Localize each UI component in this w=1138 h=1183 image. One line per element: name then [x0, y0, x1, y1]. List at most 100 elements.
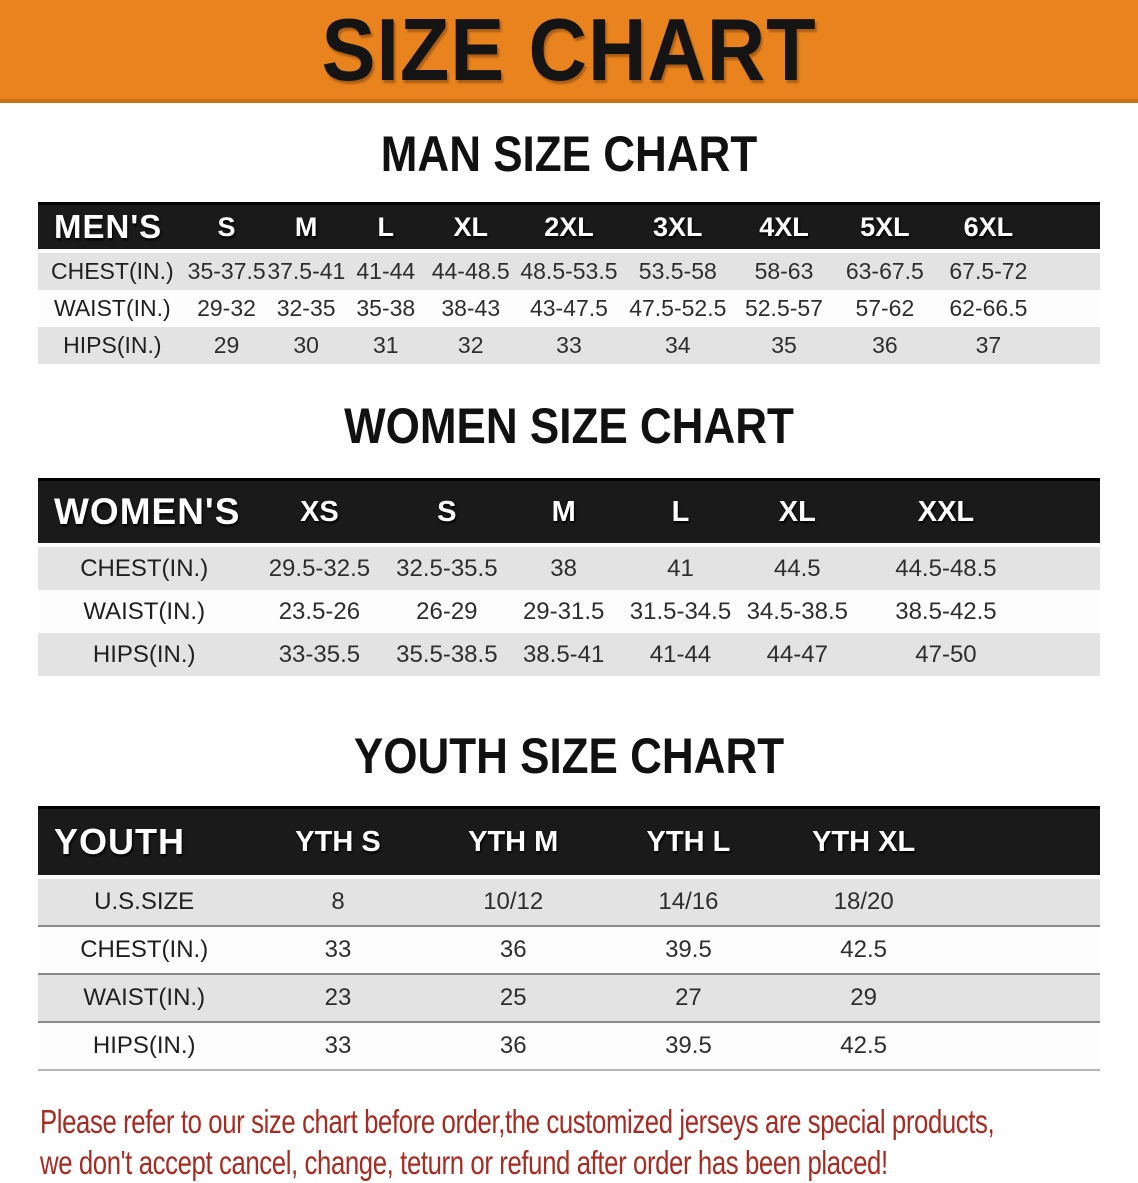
trailing-spacer	[1041, 290, 1100, 327]
cell-value: 67.5-72	[935, 251, 1042, 290]
size-column-header: 5XL	[834, 202, 936, 253]
cell-value: 33	[250, 925, 426, 974]
size-column-header: XXL	[855, 478, 1037, 547]
women-section-title: WOMEN SIZE CHART	[344, 398, 794, 454]
cell-value: 25	[425, 973, 601, 1022]
size-column-header: YTH L	[600, 806, 777, 879]
cell-value: 8	[250, 877, 426, 926]
cell-value: 37	[935, 327, 1042, 364]
cell-value: 38-43	[425, 290, 516, 327]
trailing-spacer	[1041, 251, 1100, 290]
youth-size-table: YOUTH YTH S YTH M YTH L YTH XL U.S.SIZE 8 10/12…	[38, 806, 1100, 1071]
cell-value: 30	[266, 327, 346, 364]
cell-value: 34	[622, 327, 734, 364]
trailing-spacer	[951, 1021, 1100, 1070]
size-column-header: M	[505, 478, 623, 547]
cell-value: 34.5-38.5	[738, 590, 856, 633]
cell-value: 36	[425, 1021, 601, 1070]
cell-value: 44.5-48.5	[855, 545, 1037, 590]
row-label: HIPS(IN.)	[38, 1021, 251, 1070]
size-column-header: 2XL	[515, 202, 623, 253]
cell-value: 14/16	[600, 877, 777, 926]
cell-value: 23.5-26	[250, 590, 389, 633]
cell-value: 33	[515, 327, 623, 364]
cell-value: 29-31.5	[505, 590, 623, 633]
cell-value: 48.5-53.5	[515, 251, 623, 290]
cell-value: 29-32	[186, 290, 267, 327]
table-row: WAIST(IN.) 23.5-26 26-29 29-31.5 31.5-34.5 34…	[38, 590, 1100, 633]
cell-value: 41-44	[345, 251, 426, 290]
size-column-header: YTH M	[425, 806, 601, 879]
size-column-header: M	[266, 202, 346, 253]
row-label: CHEST(IN.)	[38, 251, 187, 290]
table-row: CHEST(IN.) 33 36 39.5 42.5	[38, 925, 1100, 974]
table-row: HIPS(IN.) 33 36 39.5 42.5	[38, 1021, 1100, 1070]
footer-note-line2: we don't accept cancel, change, teturn o…	[40, 1144, 888, 1181]
cell-value: 32-35	[266, 290, 346, 327]
row-label: HIPS(IN.)	[38, 633, 251, 676]
table-row: HIPS(IN.) 29 30 31 32 33 34 35 36 37	[38, 327, 1100, 364]
row-label: WAIST(IN.)	[38, 973, 251, 1022]
cell-value: 58-63	[733, 251, 835, 290]
group-label: WOMEN'S	[38, 478, 251, 547]
youth-section-title: YOUTH SIZE CHART	[353, 728, 785, 784]
trailing-spacer	[951, 925, 1100, 974]
cell-value: 42.5	[776, 925, 952, 974]
row-label: U.S.SIZE	[38, 877, 251, 926]
cell-value: 32.5-35.5	[388, 545, 506, 590]
cell-value: 29	[186, 327, 267, 364]
trailing-spacer	[1041, 202, 1100, 253]
header-row: YOUTH YTH S YTH M YTH L YTH XL	[38, 806, 1100, 879]
row-label: WAIST(IN.)	[38, 590, 251, 633]
trailing-spacer	[1036, 545, 1100, 590]
size-column-header: S	[388, 478, 506, 547]
trailing-spacer	[1036, 478, 1100, 547]
cell-value: 35	[733, 327, 835, 364]
cell-value: 39.5	[600, 1021, 777, 1070]
men-table-wrap: MEN'S S M L XL 2XL 3XL 4XL 5XL 6XL CHEST(IN.) 35-37…	[38, 202, 1100, 364]
cell-value: 39.5	[600, 925, 777, 974]
cell-value: 18/20	[776, 877, 952, 926]
cell-value: 23	[250, 973, 426, 1022]
footer-note-line1: Please refer to our size chart before or…	[40, 1103, 995, 1140]
size-column-header: YTH S	[250, 806, 426, 879]
cell-value: 38	[505, 545, 623, 590]
cell-value: 35-37.5	[186, 251, 267, 290]
size-column-header: L	[622, 478, 739, 547]
size-column-header: 3XL	[622, 202, 734, 253]
women-size-table: WOMEN'S XS S M L XL XXL CHEST(IN.) 29.5-32.5 32.5…	[38, 478, 1100, 676]
cell-value: 52.5-57	[733, 290, 835, 327]
cell-value: 38.5-42.5	[855, 590, 1037, 633]
trailing-spacer	[951, 973, 1100, 1022]
cell-value: 63-67.5	[834, 251, 936, 290]
trailing-spacer	[1036, 633, 1100, 676]
youth-table-wrap: YOUTH YTH S YTH M YTH L YTH XL U.S.SIZE 8 10/12…	[38, 806, 1100, 1071]
size-column-header: 6XL	[935, 202, 1042, 253]
header-row: WOMEN'S XS S M L XL XXL	[38, 478, 1100, 547]
cell-value: 36	[834, 327, 936, 364]
table-row: CHEST(IN.) 29.5-32.5 32.5-35.5 38 41 44.5 44.5…	[38, 545, 1100, 590]
cell-value: 57-62	[834, 290, 936, 327]
trailing-spacer	[1036, 590, 1100, 633]
row-label: HIPS(IN.)	[38, 327, 187, 364]
cell-value: 31	[345, 327, 426, 364]
table-row: WAIST(IN.) 23 25 27 29	[38, 973, 1100, 1022]
table-row: HIPS(IN.) 33-35.5 35.5-38.5 38.5-41 41-44 44-…	[38, 633, 1100, 676]
cell-value: 26-29	[388, 590, 506, 633]
cell-value: 41-44	[622, 633, 739, 676]
cell-value: 35-38	[345, 290, 426, 327]
size-column-header: S	[186, 202, 267, 253]
header-row: MEN'S S M L XL 2XL 3XL 4XL 5XL 6XL	[38, 202, 1100, 253]
size-column-header: YTH XL	[776, 806, 952, 879]
cell-value: 41	[622, 545, 739, 590]
group-label: MEN'S	[38, 202, 187, 253]
cell-value: 36	[425, 925, 601, 974]
women-table-wrap: WOMEN'S XS S M L XL XXL CHEST(IN.) 29.5-32.5 32.5…	[38, 478, 1100, 676]
cell-value: 29	[776, 973, 952, 1022]
cell-value: 47.5-52.5	[622, 290, 734, 327]
cell-value: 37.5-41	[266, 251, 346, 290]
size-column-header: XS	[250, 478, 389, 547]
cell-value: 43-47.5	[515, 290, 623, 327]
cell-value: 47-50	[855, 633, 1037, 676]
